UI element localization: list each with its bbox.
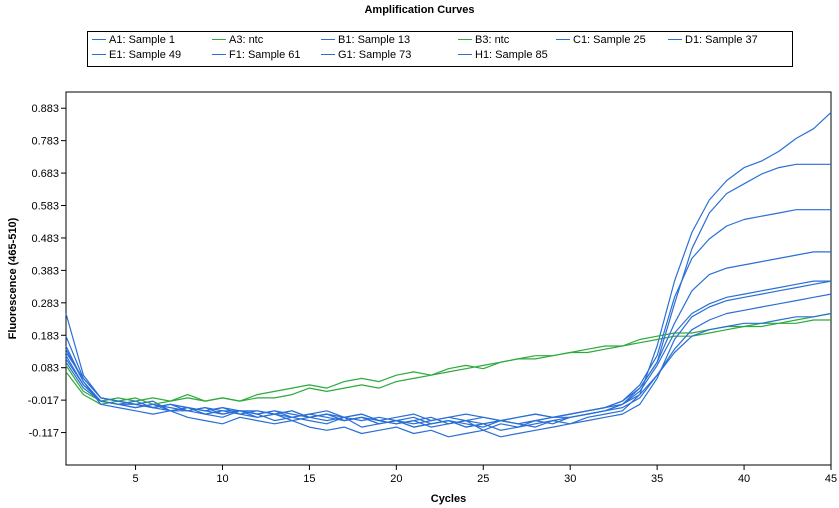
legend-item: B1: Sample 13 bbox=[321, 34, 410, 48]
x-tick-label: 10 bbox=[216, 473, 228, 485]
legend-label: B1: Sample 13 bbox=[338, 34, 411, 46]
y-tick-label: 0.783 bbox=[31, 136, 59, 148]
legend-swatch bbox=[212, 53, 226, 55]
legend-swatch bbox=[556, 38, 570, 40]
y-tick-label: 0.083 bbox=[31, 363, 59, 375]
chart-title: Amplification Curves bbox=[364, 4, 475, 16]
legend-label: F1: Sample 61 bbox=[229, 49, 301, 61]
legend-item: A1: Sample 1 bbox=[92, 34, 175, 48]
y-axis-label: Fluorescence (465-510) bbox=[7, 217, 19, 339]
legend-item: D1: Sample 37 bbox=[668, 34, 758, 48]
y-tick-label: 0.883 bbox=[31, 103, 59, 115]
x-tick-label: 35 bbox=[651, 473, 663, 485]
y-tick-label: 0.283 bbox=[31, 298, 59, 310]
x-tick-label: 45 bbox=[825, 473, 837, 485]
x-tick-label: 25 bbox=[477, 473, 489, 485]
plot-frame bbox=[65, 91, 832, 466]
y-tick-label: 0.583 bbox=[31, 201, 59, 213]
legend-swatch bbox=[92, 38, 106, 40]
legend-label: A1: Sample 1 bbox=[109, 34, 176, 46]
x-tick-label: 15 bbox=[303, 473, 315, 485]
legend-swatch bbox=[92, 53, 106, 55]
legend-label: H1: Sample 85 bbox=[475, 49, 548, 61]
y-tick-label: 0.383 bbox=[31, 265, 59, 277]
x-tick-label: 20 bbox=[390, 473, 402, 485]
series-group bbox=[65, 111, 832, 438]
series-line-7 bbox=[65, 280, 832, 438]
legend-label: E1: Sample 49 bbox=[109, 49, 182, 61]
legend-label: B3: ntc bbox=[475, 34, 510, 46]
x-tick-label: 5 bbox=[132, 473, 138, 485]
y-tick-label: 0.683 bbox=[31, 168, 59, 180]
axes: -0.117 -0.017 0.083 0.183 0.283 0.383 0.483 0.5… bbox=[28, 91, 837, 485]
y-tick-label: -0.117 bbox=[29, 428, 59, 440]
legend-label: A3: ntc bbox=[229, 34, 264, 46]
legend-item: E1: Sample 49 bbox=[92, 49, 181, 63]
y-tick-label: -0.017 bbox=[28, 395, 59, 407]
x-tick-label: 40 bbox=[738, 473, 750, 485]
legend-swatch bbox=[458, 53, 472, 55]
legend: A1: Sample 1 A3: ntc B1: Sample 13 B3: ntc C… bbox=[87, 31, 793, 67]
series-line-2 bbox=[65, 319, 831, 402]
legend-swatch bbox=[321, 38, 335, 40]
legend-swatch bbox=[212, 38, 226, 40]
legend-item: G1: Sample 73 bbox=[321, 49, 411, 63]
series-line-8 bbox=[65, 280, 831, 422]
legend-swatch bbox=[668, 38, 682, 40]
y-tick-label: 0.483 bbox=[31, 233, 59, 245]
legend-swatch bbox=[458, 38, 472, 40]
y-tick-label: 0.183 bbox=[31, 330, 59, 342]
legend-label: G1: Sample 73 bbox=[338, 49, 412, 61]
legend-swatch bbox=[321, 53, 335, 55]
legend-label: C1: Sample 25 bbox=[573, 34, 646, 46]
x-tick-label: 30 bbox=[564, 473, 576, 485]
legend-label: D1: Sample 37 bbox=[685, 34, 758, 46]
legend-item: H1: Sample 85 bbox=[458, 49, 548, 63]
x-axis-label: Cycles bbox=[431, 493, 466, 505]
legend-item: A3: ntc bbox=[212, 34, 263, 48]
series-line-4 bbox=[65, 312, 832, 405]
legend-item: F1: Sample 61 bbox=[212, 49, 301, 63]
legend-item: C1: Sample 25 bbox=[556, 34, 646, 48]
legend-item: B3: ntc bbox=[458, 34, 509, 48]
series-line-10 bbox=[65, 312, 832, 431]
